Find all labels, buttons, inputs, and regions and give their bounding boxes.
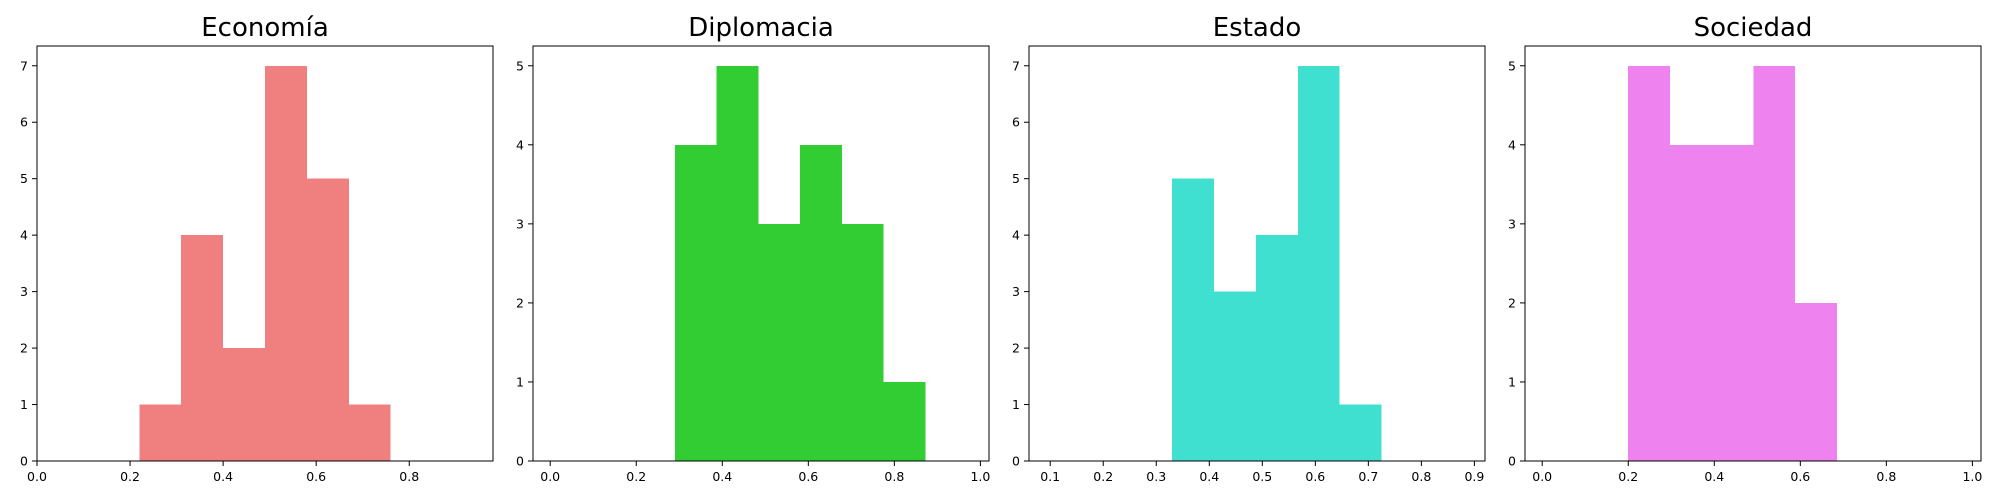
y-tick-label: 1: [20, 397, 28, 412]
y-tick-label: 5: [20, 171, 28, 186]
x-tick-label: 0.5: [1252, 469, 1272, 484]
histogram-bar: [1753, 65, 1796, 461]
histogram-bar: [1711, 144, 1754, 462]
histogram-bar: [306, 178, 349, 461]
x-tick-label: 0.2: [626, 469, 646, 484]
x-tick-label: 0.0: [27, 469, 47, 484]
y-tick-label: 2: [1012, 341, 1020, 356]
x-tick-label: 0.4: [1199, 469, 1219, 484]
plot-frame: [532, 45, 990, 462]
histogram-panel: 0.0 0.2 0.4 0.6 0.8 1.0 0 1 2 3 4 5 Sociedad: [1508, 13, 1982, 484]
histogram-bar: [841, 223, 884, 461]
y-tick-label: 1: [1012, 397, 1020, 412]
histogram-panel: 0.1 0.2 0.3 0.4 0.5 0.6 0.7 0.8 0.9 0 1 2 3 4 5 6 7 Estad…: [1012, 13, 1486, 484]
histogram-panel: 0.0 0.2 0.4 0.6 0.8 1.0 0 1 2 3 4 5 Diplomacia: [516, 13, 990, 484]
y-tick-label: 5: [1508, 58, 1516, 73]
y-tick-label: 3: [20, 284, 28, 299]
x-tick-label: 0.2: [1618, 469, 1638, 484]
plot-frame: [36, 45, 494, 462]
y-tick-label: 3: [1012, 284, 1020, 299]
y-tick-label: 4: [1508, 137, 1516, 152]
histogram-bar: [1628, 65, 1670, 461]
y-tick-label: 4: [20, 228, 28, 243]
x-tick-label: 0.0: [540, 469, 560, 484]
histogram-bar: [223, 348, 265, 461]
histogram-bar: [1297, 65, 1340, 461]
histogram-bar: [265, 65, 307, 461]
panel-title: Sociedad: [1694, 13, 1813, 43]
y-tick-label: 2: [516, 295, 524, 310]
x-tick-label: 0.7: [1358, 469, 1378, 484]
x-tick-label: 0.2: [1093, 469, 1113, 484]
x-tick-label: 1.0: [970, 469, 990, 484]
histogram-bar: [1339, 404, 1382, 461]
histogram-bar: [1669, 144, 1712, 462]
y-tick-label: 3: [516, 216, 524, 231]
x-tick-label: 0.8: [884, 469, 904, 484]
y-tick-label: 5: [1012, 171, 1020, 186]
y-tick-label: 1: [1508, 374, 1516, 389]
x-tick-label: 0.6: [1305, 469, 1325, 484]
y-tick-label: 6: [20, 115, 28, 130]
x-tick-label: 0.6: [798, 469, 818, 484]
x-tick-label: 0.6: [1790, 469, 1810, 484]
plot-frame: [1028, 45, 1486, 462]
y-tick-label: 2: [20, 341, 28, 356]
histogram-bar: [1795, 302, 1837, 461]
histogram-panel: 0.0 0.2 0.4 0.6 0.8 0 1 2 3 4 5 6 7 Economía: [20, 13, 494, 484]
y-tick-label: 2: [1508, 295, 1516, 310]
histogram-bar: [181, 235, 224, 461]
panel-title: Estado: [1213, 13, 1302, 43]
y-tick-label: 4: [516, 137, 524, 152]
histogram-bar: [758, 223, 801, 461]
y-tick-label: 0: [20, 454, 28, 469]
y-tick-label: 0: [516, 454, 524, 469]
x-tick-label: 0.3: [1146, 469, 1166, 484]
x-tick-label: 0.2: [120, 469, 140, 484]
x-tick-label: 0.6: [306, 469, 326, 484]
x-tick-label: 0.8: [1411, 469, 1431, 484]
y-tick-label: 1: [516, 374, 524, 389]
y-tick-label: 6: [1012, 115, 1020, 130]
histogram-bar: [674, 144, 717, 462]
plot-frame: [1524, 45, 1982, 462]
panel-title: Diplomacia: [688, 13, 834, 43]
histogram-bar: [1172, 178, 1215, 461]
x-tick-label: 0.0: [1532, 469, 1552, 484]
histogram-bar: [716, 65, 759, 461]
y-tick-label: 7: [1012, 58, 1020, 73]
histogram-bar: [800, 144, 842, 462]
y-tick-label: 0: [1508, 454, 1516, 469]
x-tick-label: 1.0: [1962, 469, 1982, 484]
x-tick-label: 0.8: [1876, 469, 1896, 484]
histogram-bar: [139, 404, 182, 461]
y-tick-label: 5: [516, 58, 524, 73]
x-tick-label: 0.8: [399, 469, 419, 484]
x-tick-label: 0.4: [1704, 469, 1724, 484]
x-tick-label: 0.9: [1464, 469, 1484, 484]
histogram-bar: [883, 381, 926, 461]
panel-title: Economía: [201, 13, 329, 43]
y-tick-label: 0: [1012, 454, 1020, 469]
y-tick-label: 4: [1012, 228, 1020, 243]
histogram-bar: [348, 404, 391, 461]
histogram-bar: [1214, 291, 1256, 461]
y-tick-label: 3: [1508, 216, 1516, 231]
x-tick-label: 0.1: [1040, 469, 1060, 484]
x-tick-label: 0.4: [712, 469, 732, 484]
histogram-bar: [1255, 235, 1298, 461]
x-tick-label: 0.4: [213, 469, 233, 484]
y-tick-label: 7: [20, 58, 28, 73]
